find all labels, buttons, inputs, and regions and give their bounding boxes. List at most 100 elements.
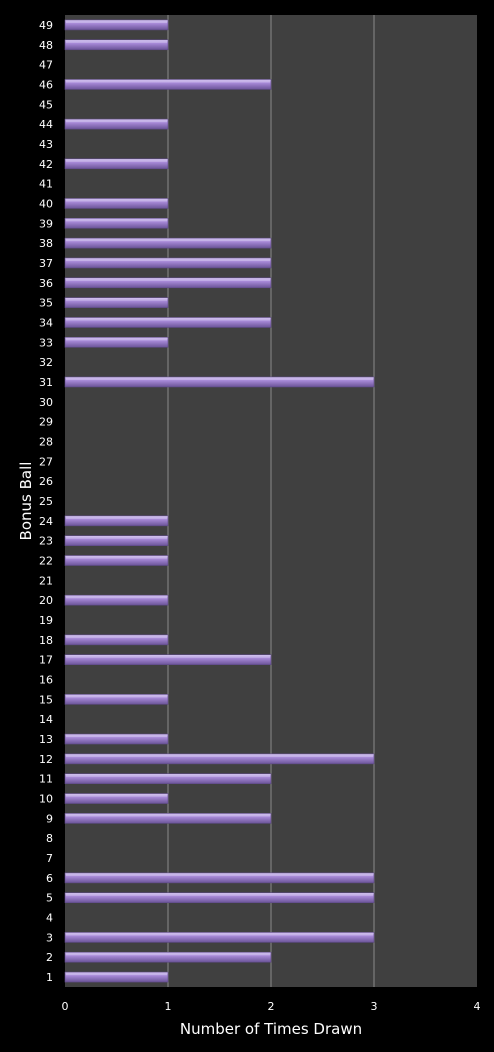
y-tick-label: 6 [46,872,53,885]
y-tick-label: 20 [39,594,53,607]
bar-body [64,694,169,705]
bar [64,872,375,884]
y-tick-label: 7 [46,852,53,865]
y-tick-label: 27 [39,455,53,468]
y-tick-label: 22 [39,555,53,568]
bar-body [64,793,169,804]
bar-highlight [66,40,167,43]
y-tick-label: 9 [46,812,53,825]
bar-body [64,932,375,943]
y-tick-label: 8 [46,832,53,845]
bar-highlight [66,754,373,757]
bar-highlight [66,159,167,162]
y-tick-label: 13 [39,733,53,746]
bar [64,733,169,745]
bar-highlight [66,80,270,83]
y-tick-label: 44 [39,118,53,131]
bar-body [64,515,169,527]
bar-body [64,277,272,289]
y-tick-label: 21 [39,574,53,587]
y-tick-label: 25 [39,495,53,508]
bar-body [64,118,169,130]
bar-body [64,376,375,388]
bar [64,118,169,130]
y-tick-label: 30 [39,396,53,409]
bar-highlight [66,953,270,956]
y-tick-label: 29 [39,416,53,429]
bar [64,813,272,824]
bar-highlight [66,556,167,559]
y-tick-label: 35 [39,297,53,310]
bar [64,158,169,170]
bar-highlight [66,516,167,519]
bar [64,594,169,606]
y-tick-label: 26 [39,475,53,488]
bar [64,515,169,527]
bar [64,951,272,963]
bar-highlight [66,973,167,976]
x-tick-label: 4 [474,1000,481,1013]
y-tick-label: 34 [39,316,53,329]
y-tick-label: 37 [39,257,53,270]
bar-highlight [66,338,167,341]
bar [64,237,272,249]
bar-body [64,971,169,983]
y-tick-label: 10 [39,793,53,806]
x-tick-label: 3 [371,1000,378,1013]
y-tick-label: 43 [39,138,53,151]
y-tick-label: 15 [39,693,53,706]
bar-highlight [66,774,270,777]
bar-highlight [66,536,167,539]
bar-highlight [66,20,167,23]
bar-body [64,237,272,249]
bar-body [64,297,169,308]
y-tick-label: 19 [39,614,53,627]
y-tick-label: 47 [39,59,53,72]
bar-body [64,39,169,51]
bar-body [64,79,272,90]
y-tick-label: 41 [39,178,53,191]
bar-body [64,733,169,745]
x-tick-label: 2 [268,1000,275,1013]
bar-highlight [66,933,373,936]
bar [64,337,169,348]
bar [64,39,169,51]
bar-highlight [66,199,167,202]
gridlines [167,15,375,987]
bar-highlight [66,695,167,698]
x-tick-label: 0 [62,1000,69,1013]
bar [64,198,169,209]
x-tick-labels: 0 1 2 3 4 [62,1000,481,1013]
bar-highlight [66,794,167,797]
y-axis-title: Bonus Ball [17,462,35,541]
bar [64,654,272,665]
bar-body [64,317,272,328]
bar [64,932,375,943]
bar [64,79,272,90]
y-tick-label: 49 [39,19,53,32]
bar [64,971,169,983]
y-tick-label: 12 [39,753,53,766]
bar-highlight [66,596,167,599]
y-tick-label: 33 [39,336,53,349]
y-tick-label: 32 [39,356,53,369]
y-tick-label: 39 [39,217,53,230]
bar [64,694,169,705]
y-tick-label: 5 [46,892,53,905]
bar [64,257,272,269]
bar [64,793,169,804]
bar [64,535,169,546]
bar-highlight [66,258,270,261]
bar-highlight [66,655,270,658]
bar [64,317,272,328]
bar-body [64,634,169,646]
y-tick-label: 40 [39,197,53,210]
bar-highlight [66,814,270,817]
bar-body [64,753,375,765]
bar-highlight [66,635,167,638]
y-tick-label: 24 [39,515,53,528]
bar [64,297,169,308]
y-tick-label: 3 [46,931,53,944]
bar-body [64,19,169,31]
